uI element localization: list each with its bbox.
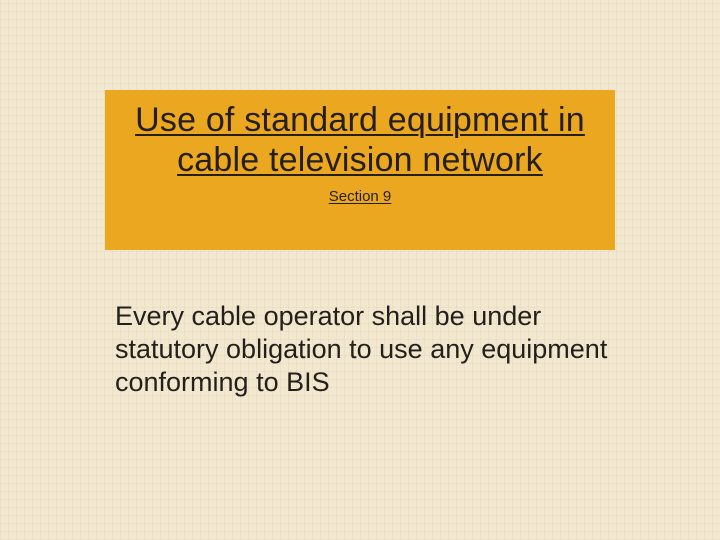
slide: Use of standard equipment in cable telev… (0, 0, 720, 540)
slide-title: Use of standard equipment in cable telev… (111, 100, 609, 180)
slide-body-text: Every cable operator shall be under stat… (115, 300, 615, 399)
title-box: Use of standard equipment in cable telev… (105, 90, 615, 250)
slide-subtitle: Section 9 (111, 188, 609, 205)
